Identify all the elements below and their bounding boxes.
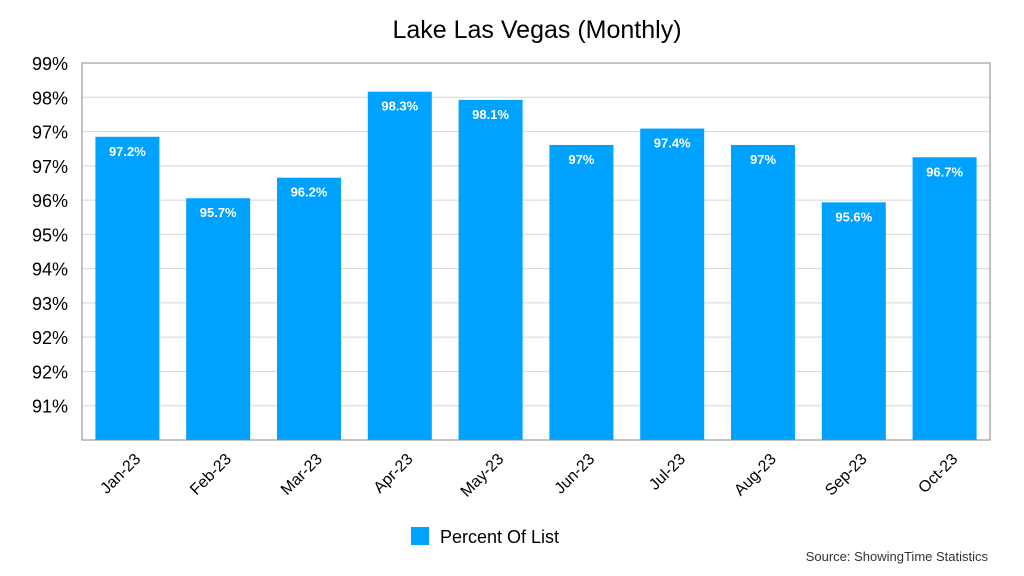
legend-swatch [411,527,429,545]
y-tick-label: 93% [32,294,68,314]
bar [731,144,795,440]
data-label: 97.2% [109,144,146,159]
y-tick-label: 92% [32,362,68,382]
data-label: 95.6% [835,209,872,224]
legend: Percent Of List [411,527,559,547]
data-label: 97.4% [654,136,691,151]
x-tick-label: Mar-23 [278,451,326,499]
y-tick-label: 92% [32,328,68,348]
data-label: 98.3% [381,99,418,114]
data-label: 98.1% [472,107,509,122]
x-tick-label: Jul-23 [646,451,689,494]
y-tick-label: 97% [32,123,68,143]
x-tick-label: Feb-23 [187,451,235,499]
x-tick-label: Sep-23 [822,451,871,500]
x-tick-label: Oct-23 [915,451,961,497]
bar [549,144,614,440]
data-label: 97% [750,152,776,167]
y-tick-label: 94% [32,260,68,280]
data-label: 96.7% [926,164,963,179]
source-note: Source: ShowingTime Statistics [806,549,989,564]
bar [367,91,432,440]
y-tick-label: 98% [32,88,68,108]
x-tick-label: May-23 [458,451,508,501]
bar [186,198,251,440]
data-label: 97% [568,152,594,167]
x-tick-label: Jan-23 [98,451,145,498]
bar [640,128,705,440]
bar [458,99,523,440]
plot-frame [81,62,991,441]
y-tick-label: 97% [32,157,68,177]
bar [277,177,341,440]
x-tick-label: Aug-23 [731,451,780,500]
data-label: 96.2% [291,185,328,200]
x-tick-label: Jun-23 [552,451,599,498]
bar [912,157,977,440]
x-tick-label: Apr-23 [371,451,417,497]
y-tick-label: 91% [32,397,68,417]
chart-title: Lake Las Vegas (Monthly) [392,16,681,44]
y-tick-label: 99% [32,54,68,74]
data-label: 95.7% [200,205,237,220]
bar [821,202,886,440]
legend-label: Percent Of List [440,527,559,547]
y-tick-label: 95% [32,225,68,245]
bar [95,136,160,440]
y-tick-label: 96% [32,191,68,211]
